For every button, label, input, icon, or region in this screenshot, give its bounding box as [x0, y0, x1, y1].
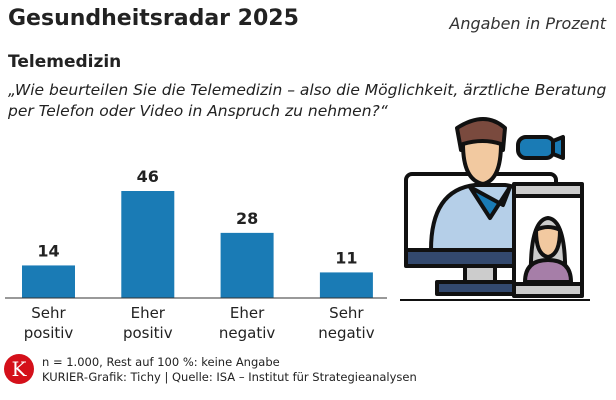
data-label: 14 [37, 241, 59, 260]
bar [319, 272, 373, 298]
bar [22, 265, 75, 298]
chart-title: Gesundheitsradar 2025 [8, 6, 299, 31]
category-label: negativ [318, 324, 374, 342]
survey-question: „Wie beurteilen Sie die Telemedizin – al… [8, 81, 607, 120]
bar [220, 232, 274, 298]
doctor-video-call-icon [400, 117, 590, 301]
category-label: Eher [230, 304, 265, 322]
kurier-logo: K [4, 354, 34, 384]
data-label: 28 [236, 209, 258, 228]
category-label: Eher [131, 304, 166, 322]
footer: n = 1.000, Rest auf 100 %: keine Angabe … [42, 355, 417, 385]
data-label: 11 [335, 248, 357, 267]
category-label: Sehr [31, 304, 66, 322]
category-label: Sehr [329, 304, 364, 322]
footnote: n = 1.000, Rest auf 100 %: keine Angabe [42, 355, 280, 369]
category-label: positiv [24, 324, 74, 342]
bar [121, 191, 175, 298]
source-credit: KURIER-Grafik: Tichy | Quelle: ISA – Ins… [42, 370, 417, 384]
category-label: negativ [219, 324, 275, 342]
chart-subtitle: Telemedizin [8, 52, 122, 72]
category-label: positiv [123, 324, 173, 342]
bar-chart: 14 Sehr positiv 46 Eher positiv 28 Eher negativ 1… [5, 167, 387, 342]
unit-note: Angaben in Prozent [449, 14, 606, 33]
data-label: 46 [137, 167, 159, 186]
